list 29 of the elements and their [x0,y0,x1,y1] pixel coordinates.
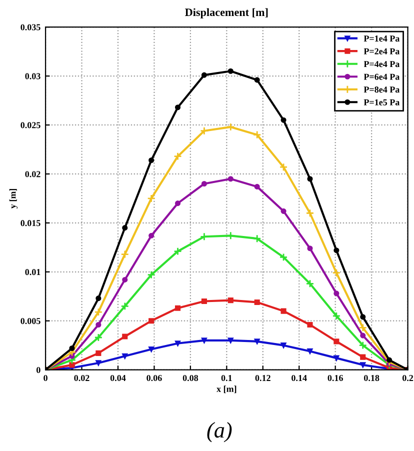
x-tick-label: 0.18 [364,374,380,382]
legend-label: P=8e4 Pa [364,86,400,93]
y-tick-label: 0 [36,366,40,374]
legend-label: P=4e4 Pa [364,61,400,68]
x-tick-label: 0.08 [182,374,198,382]
y-tick-label: 0.025 [20,122,40,128]
y-tick-label: 0.01 [25,269,40,276]
x-tick-label: 0.1 [221,374,232,382]
legend-label: P=2e4 Pa [364,48,400,54]
x-tick-label: 0.14 [292,374,307,382]
x-tick-label: 0.16 [328,374,343,382]
x-tick-label: 0 [44,374,48,382]
chart-title: Displacement [m] [185,8,268,18]
text: (a) [207,422,232,442]
x-tick-label: 0.02 [74,374,90,382]
y-axis-title: y [m] [9,188,18,208]
y-tick-label: 0.005 [20,318,40,324]
x-tick-label: 0.06 [146,374,162,382]
y-tick-label: 0.03 [25,73,40,80]
y-tick-label: 0.035 [20,24,40,30]
x-axis-title: x [m] [216,386,236,394]
legend-label: P=1e4 Pa [364,36,400,42]
legend-label: P=6e4 Pa [364,74,400,80]
x-tick-label: 0.12 [255,374,270,382]
legend-label: P=1e5 Pa [364,99,400,106]
x-tick-label: 0.2 [402,374,414,382]
x-tick-label: 0.04 [110,374,126,382]
y-tick-label: 0.015 [20,220,40,226]
y-tick-label: 0.02 [25,171,40,178]
